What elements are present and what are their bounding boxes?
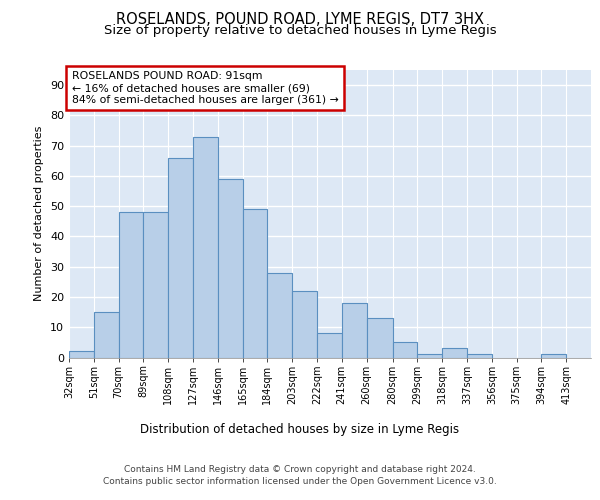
Bar — [442, 348, 467, 358]
Bar — [143, 212, 168, 358]
Bar — [342, 303, 367, 358]
Bar — [94, 312, 119, 358]
Bar — [367, 318, 392, 358]
Bar — [418, 354, 442, 358]
Bar — [119, 212, 143, 358]
Text: Contains HM Land Registry data © Crown copyright and database right 2024.
Contai: Contains HM Land Registry data © Crown c… — [103, 465, 497, 486]
Bar — [541, 354, 566, 358]
Text: Size of property relative to detached houses in Lyme Regis: Size of property relative to detached ho… — [104, 24, 496, 37]
Bar — [218, 179, 242, 358]
Bar — [242, 209, 268, 358]
Bar — [268, 273, 292, 357]
Bar — [392, 342, 418, 357]
Bar — [292, 291, 317, 358]
Bar — [193, 136, 218, 358]
Text: ROSELANDS POUND ROAD: 91sqm
← 16% of detached houses are smaller (69)
84% of sem: ROSELANDS POUND ROAD: 91sqm ← 16% of det… — [71, 72, 338, 104]
Y-axis label: Number of detached properties: Number of detached properties — [34, 126, 44, 302]
Text: Distribution of detached houses by size in Lyme Regis: Distribution of detached houses by size … — [140, 422, 460, 436]
Text: ROSELANDS, POUND ROAD, LYME REGIS, DT7 3HX: ROSELANDS, POUND ROAD, LYME REGIS, DT7 3… — [116, 12, 484, 28]
Bar — [69, 352, 94, 358]
Bar — [467, 354, 492, 358]
Bar — [168, 158, 193, 358]
Bar — [317, 334, 342, 357]
